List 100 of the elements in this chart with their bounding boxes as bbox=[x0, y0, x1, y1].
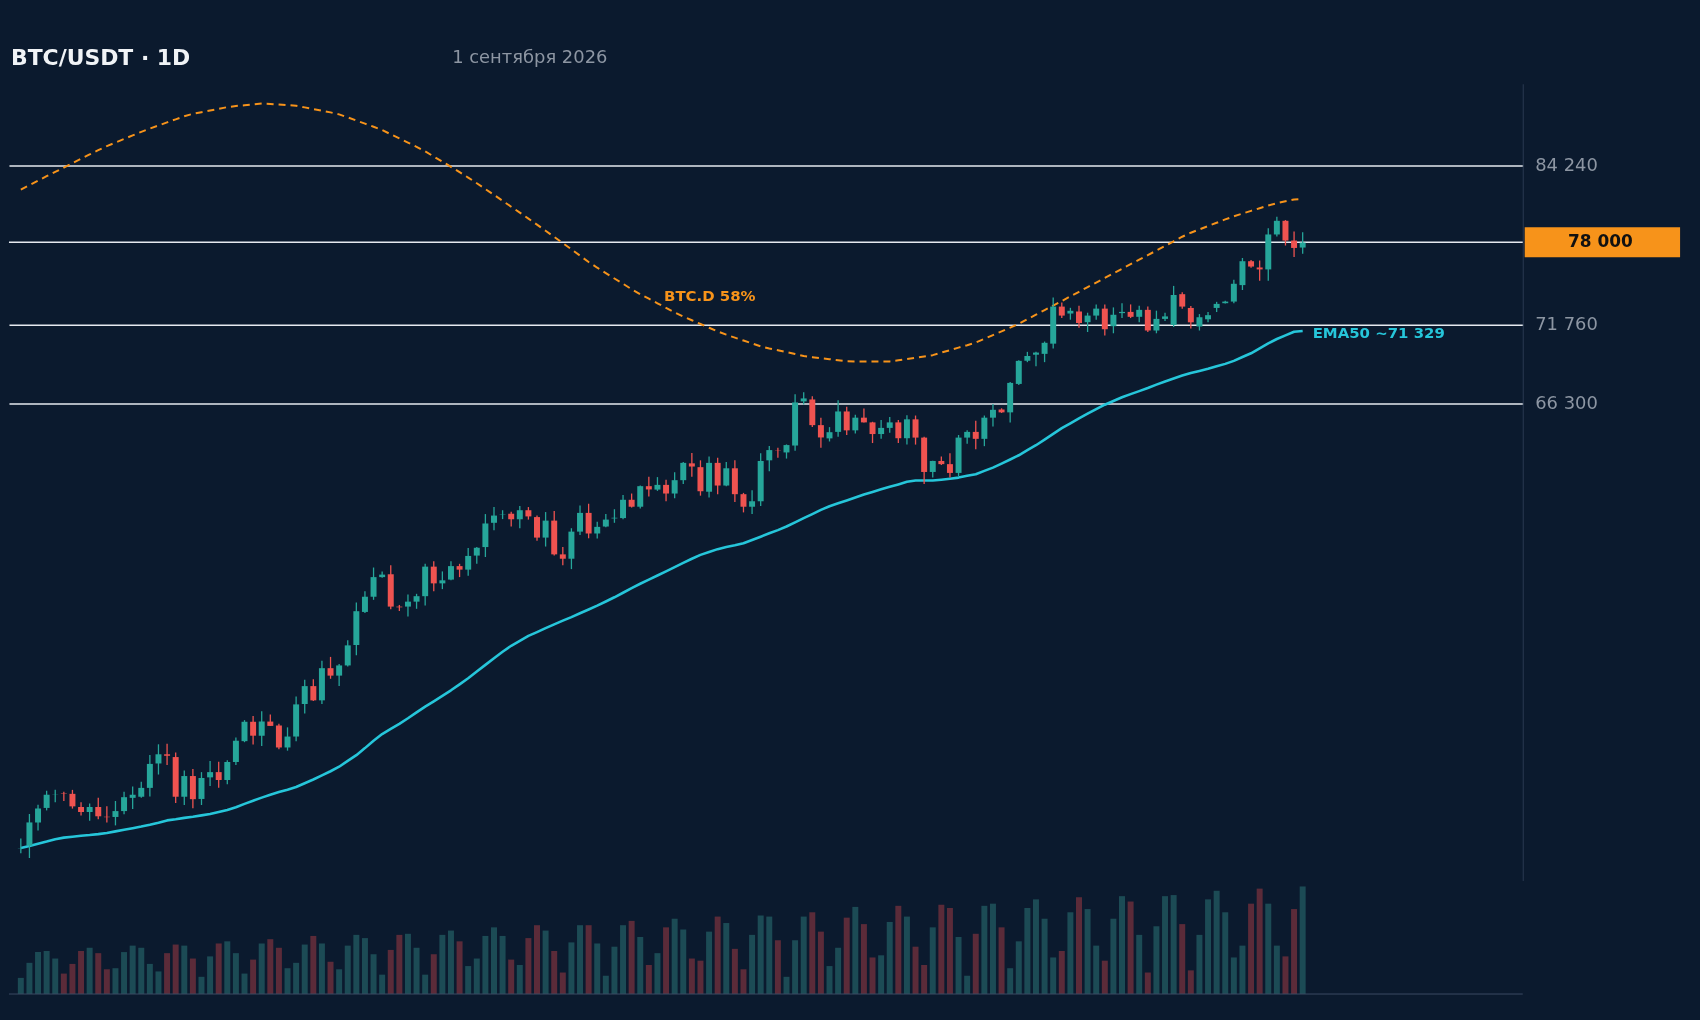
candlestick bbox=[663, 479, 670, 502]
bar bbox=[327, 961, 334, 995]
bar bbox=[998, 927, 1005, 995]
candlestick bbox=[26, 813, 33, 859]
bar bbox=[1058, 951, 1065, 995]
candlestick bbox=[207, 760, 214, 787]
bar bbox=[809, 912, 816, 995]
candlestick bbox=[232, 736, 239, 766]
candlestick bbox=[155, 743, 162, 776]
candlestick bbox=[310, 678, 317, 702]
chart-title: BTC/USDT · 1D bbox=[10, 44, 191, 70]
candlestick bbox=[1144, 305, 1151, 333]
candlestick bbox=[878, 419, 885, 440]
bar bbox=[611, 946, 618, 995]
candlestick bbox=[1273, 216, 1280, 238]
candlestick bbox=[1041, 340, 1048, 363]
chart-subtitle: 1 сентября 2026 bbox=[452, 45, 608, 67]
bar bbox=[482, 935, 489, 995]
candlestick bbox=[164, 743, 171, 766]
bar bbox=[52, 958, 59, 995]
bar bbox=[989, 903, 996, 995]
bar bbox=[1024, 907, 1031, 995]
candlestick bbox=[516, 505, 523, 529]
bar bbox=[35, 952, 42, 995]
bar bbox=[981, 905, 988, 995]
bar bbox=[800, 916, 807, 995]
ref-line-label: 78 000 bbox=[1568, 231, 1633, 252]
bar bbox=[964, 975, 971, 995]
bar bbox=[886, 921, 893, 995]
bar bbox=[534, 925, 540, 995]
candlestick bbox=[835, 399, 842, 438]
bar bbox=[310, 935, 317, 995]
candlestick bbox=[344, 639, 351, 668]
bar bbox=[938, 904, 945, 995]
candlestick bbox=[78, 801, 85, 817]
candlestick bbox=[912, 414, 919, 446]
bar bbox=[1222, 912, 1229, 995]
candlestick bbox=[181, 769, 188, 806]
bar bbox=[146, 963, 153, 995]
bar bbox=[697, 960, 704, 995]
candlestick bbox=[559, 546, 566, 566]
bar bbox=[594, 943, 601, 995]
candlestick bbox=[1299, 231, 1306, 255]
bar bbox=[620, 925, 627, 995]
candlestick bbox=[215, 761, 222, 789]
candlestick bbox=[542, 511, 549, 548]
bar bbox=[749, 934, 756, 995]
candlestick bbox=[224, 759, 231, 785]
candlestick bbox=[275, 723, 282, 750]
bar bbox=[1101, 960, 1108, 995]
bar bbox=[714, 916, 721, 995]
bar bbox=[293, 962, 300, 995]
candlestick bbox=[1101, 303, 1108, 337]
bar bbox=[336, 969, 343, 995]
y-tick-label: 66 300 bbox=[1535, 391, 1598, 413]
candlestick bbox=[1256, 259, 1263, 282]
candlestick bbox=[680, 461, 687, 485]
candlestick bbox=[1205, 311, 1212, 323]
bar bbox=[112, 968, 119, 995]
bar bbox=[568, 942, 575, 995]
candlestick bbox=[1076, 304, 1082, 329]
bar bbox=[792, 940, 799, 995]
bar bbox=[1239, 945, 1246, 995]
candlestick bbox=[361, 590, 368, 614]
bar bbox=[912, 946, 919, 995]
bar bbox=[542, 930, 549, 995]
bar bbox=[138, 947, 145, 995]
candlestick bbox=[112, 800, 119, 827]
candlestick bbox=[895, 419, 902, 444]
bar bbox=[379, 974, 386, 995]
bar bbox=[103, 969, 110, 995]
bar bbox=[1153, 926, 1160, 995]
bar bbox=[1007, 968, 1014, 995]
candlestick bbox=[189, 768, 196, 809]
candlestick bbox=[1084, 312, 1091, 333]
candlestick bbox=[121, 790, 128, 815]
bar bbox=[1067, 912, 1074, 995]
candlestick bbox=[1230, 279, 1237, 304]
bar bbox=[921, 964, 928, 995]
candlestick bbox=[1015, 359, 1022, 386]
candlestick bbox=[989, 403, 996, 428]
candlestick bbox=[1162, 312, 1169, 322]
bar bbox=[946, 907, 953, 995]
bar bbox=[1187, 970, 1194, 995]
bar bbox=[172, 944, 179, 995]
candlestick bbox=[577, 504, 584, 536]
candlestick bbox=[1032, 351, 1039, 367]
bar bbox=[688, 958, 695, 995]
bar bbox=[1256, 888, 1263, 995]
bar bbox=[516, 964, 523, 995]
candlestick bbox=[1291, 230, 1298, 258]
candlestick bbox=[972, 420, 979, 450]
bar bbox=[637, 937, 644, 995]
bar bbox=[1273, 945, 1280, 995]
bar bbox=[86, 947, 93, 995]
bar bbox=[430, 954, 437, 995]
candlestick bbox=[146, 754, 153, 798]
candlestick bbox=[491, 506, 497, 531]
candlestick bbox=[714, 457, 721, 495]
y-tick-label: 84 240 bbox=[1535, 154, 1598, 176]
